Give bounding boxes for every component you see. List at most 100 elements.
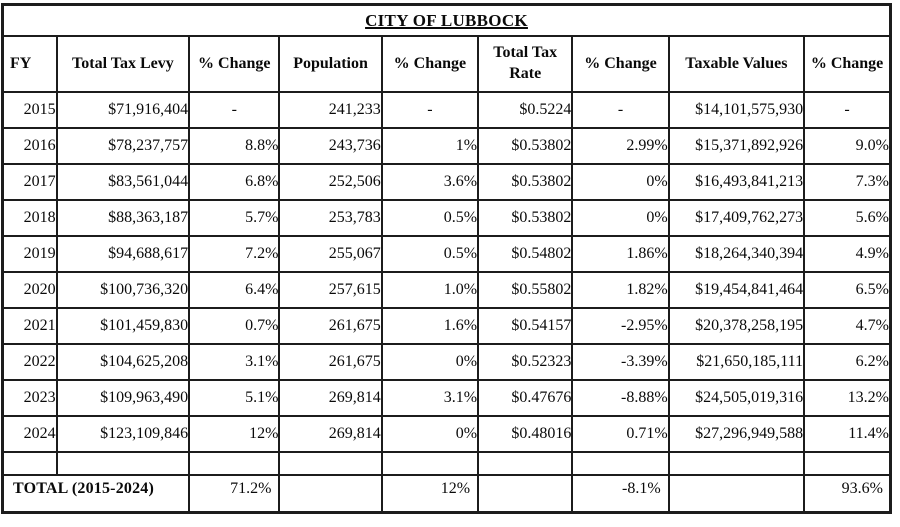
table-cell: -3.39% xyxy=(571,343,670,381)
title-cell: CITY OF LUBBOCK xyxy=(1,3,892,37)
table-row-2022: 2022 $104,625,208 3.1% 261,675 0% $0.52323 -3.… xyxy=(1,343,892,381)
table-cell: 4.9% xyxy=(803,235,892,273)
table-cell: $104,625,208 xyxy=(55,343,191,381)
table-body: 2015 $71,916,404-241,233- $0.5224- $14,101,… xyxy=(1,91,892,453)
table-cell: 0.71% xyxy=(571,415,670,453)
table-cell: 252,506 xyxy=(278,163,383,201)
table-cell: $0.52323 xyxy=(477,343,574,381)
table-cell: 7.2% xyxy=(188,235,281,273)
table-cell: $0.53802 xyxy=(477,127,574,165)
table-title: CITY OF LUBBOCK xyxy=(365,10,528,30)
table-row-2017: 2017 $83,561,044 6.8% 252,506 3.6% $0.53802 0%… xyxy=(1,163,892,201)
table-cell: 0% xyxy=(380,343,480,381)
table-footer: TOTAL (2015-2024) 71.2% 12% -8.1% 93.6% xyxy=(1,451,892,514)
table-cell: 6.2% xyxy=(803,343,892,381)
table-cell: 5.7% xyxy=(188,199,281,237)
spacer-cell xyxy=(1,451,58,476)
table-cell: 2024 xyxy=(1,415,58,453)
table-cell: - xyxy=(803,91,892,129)
table-cell: 2023 xyxy=(1,379,58,417)
table-cell: 2020 xyxy=(1,271,58,309)
table-cell: 9.0% xyxy=(803,127,892,165)
table-cell: 4.7% xyxy=(803,307,892,345)
table-cell: $0.54802 xyxy=(477,235,574,273)
table-cell: 255,067 xyxy=(278,235,383,273)
table-cell: 11.4% xyxy=(803,415,892,453)
table-cell: 2016 xyxy=(1,127,58,165)
column-header-6: % Change xyxy=(571,35,670,93)
table-cell: $0.53802 xyxy=(477,163,574,201)
table-cell: 269,814 xyxy=(278,379,383,417)
table-cell: $94,688,617 xyxy=(55,235,191,273)
column-header-0: FY xyxy=(1,35,58,93)
table-cell: 3.1% xyxy=(188,343,281,381)
table-cell: $0.54157 xyxy=(477,307,574,345)
table-cell: 12% xyxy=(188,415,281,453)
table-cell: 1.82% xyxy=(571,271,670,309)
total-population-change: 12% xyxy=(380,474,480,514)
column-header-2: % Change xyxy=(188,35,281,93)
total-taxable-empty xyxy=(667,474,806,514)
spacer-cell xyxy=(803,451,892,476)
table-cell: 2017 xyxy=(1,163,58,201)
table-cell: 0.7% xyxy=(188,307,281,345)
table-cell: $109,963,490 xyxy=(55,379,191,417)
table-cell: $14,101,575,930 xyxy=(667,91,806,129)
table-cell: 5.6% xyxy=(803,199,892,237)
column-header-3: Population xyxy=(278,35,383,93)
table-cell: 0% xyxy=(380,415,480,453)
table-cell: 6.5% xyxy=(803,271,892,309)
table-cell: 6.8% xyxy=(188,163,281,201)
table-cell: 6.4% xyxy=(188,271,281,309)
total-taxable-change: 93.6% xyxy=(803,474,892,514)
table-cell: 2021 xyxy=(1,307,58,345)
column-header-7: Taxable Values xyxy=(667,35,806,93)
table-cell: 2.99% xyxy=(571,127,670,165)
table-cell: 7.3% xyxy=(803,163,892,201)
header-row: FY Total Tax Levy% Change Population% Chan… xyxy=(1,35,892,93)
table-cell: 0% xyxy=(571,163,670,201)
table-row-2018: 2018 $88,363,187 5.7% 253,783 0.5% $0.53802 0%… xyxy=(1,199,892,237)
table-cell: $27,296,949,588 xyxy=(667,415,806,453)
table-cell: $15,371,892,926 xyxy=(667,127,806,165)
table-row-2024: 2024 $123,109,846 12% 269,814 0% $0.48016 0.71… xyxy=(1,415,892,453)
column-header-5: Total Tax Rate xyxy=(477,35,574,93)
table-cell: -8.88% xyxy=(571,379,670,417)
table-row-2021: 2021 $101,459,830 0.7% 261,675 1.6% $0.54157-… xyxy=(1,307,892,345)
table-cell: 3.6% xyxy=(380,163,480,201)
table-cell: 1.0% xyxy=(380,271,480,309)
table-cell: $0.53802 xyxy=(477,199,574,237)
table-cell: $0.47676 xyxy=(477,379,574,417)
table-cell: 1.86% xyxy=(571,235,670,273)
title-row: CITY OF LUBBOCK xyxy=(1,3,892,37)
table-cell: 2015 xyxy=(1,91,58,129)
table-cell: -2.95% xyxy=(571,307,670,345)
table-cell: - xyxy=(380,91,480,129)
table-row-2020: 2020 $100,736,320 6.4% 257,615 1.0% $0.55802 1… xyxy=(1,271,892,309)
table-cell: $20,378,258,195 xyxy=(667,307,806,345)
table-cell: $18,264,340,394 xyxy=(667,235,806,273)
table-cell: 1% xyxy=(380,127,480,165)
table-cell: $88,363,187 xyxy=(55,199,191,237)
table-cell: - xyxy=(571,91,670,129)
table-cell: $24,505,019,316 xyxy=(667,379,806,417)
table-cell: $21,650,185,111 xyxy=(667,343,806,381)
spacer-row xyxy=(1,451,892,476)
total-rate-empty xyxy=(477,474,574,514)
total-label: TOTAL (2015-2024) xyxy=(1,474,191,514)
table-cell: $16,493,841,213 xyxy=(667,163,806,201)
table-cell: 241,233 xyxy=(278,91,383,129)
table-cell: 261,675 xyxy=(278,307,383,345)
table-cell: $100,736,320 xyxy=(55,271,191,309)
table-cell: 3.1% xyxy=(380,379,480,417)
column-header-4: % Change xyxy=(380,35,480,93)
table-row-2023: 2023 $109,963,490 5.1% 269,814 3.1% $0.47676-… xyxy=(1,379,892,417)
total-population-empty xyxy=(278,474,383,514)
table-cell: 261,675 xyxy=(278,343,383,381)
table-cell: $71,916,404 xyxy=(55,91,191,129)
total-levy-change: 71.2% xyxy=(188,474,281,514)
total-rate-change: -8.1% xyxy=(571,474,670,514)
table-cell: 8.8% xyxy=(188,127,281,165)
table-cell: 13.2% xyxy=(803,379,892,417)
